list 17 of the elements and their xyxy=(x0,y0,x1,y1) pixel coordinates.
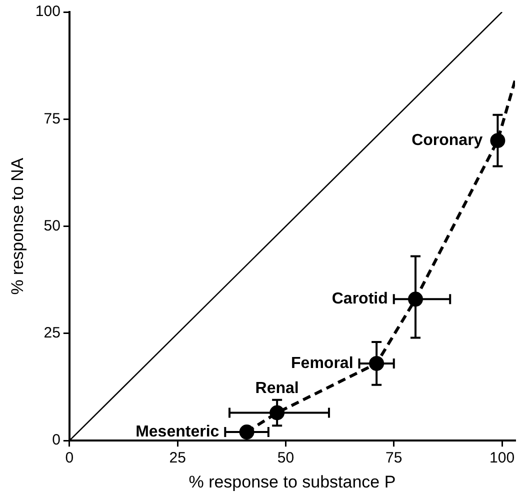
x-tick-label: 100 xyxy=(490,450,515,467)
annotation: Coronary xyxy=(412,132,483,149)
annotation: Mesenteric xyxy=(136,423,220,440)
x-tick-label: 25 xyxy=(169,450,186,467)
x-tick-label: 0 xyxy=(65,450,74,467)
y-tick-label: 50 xyxy=(44,217,60,234)
annotation: Femoral xyxy=(291,354,354,372)
y-tick-label: 100 xyxy=(35,3,60,20)
annotation: Carotid xyxy=(332,290,388,308)
annotation: Renal xyxy=(255,380,299,398)
y-tick-label: 75 xyxy=(44,110,60,128)
x-tick-label: 50 xyxy=(277,450,294,467)
x-axis-title: % response to substance P xyxy=(188,472,396,492)
y-tick-label: 25 xyxy=(44,324,60,342)
x-tick-label: 75 xyxy=(386,450,402,467)
y-axis-title: % response to NA xyxy=(8,157,27,295)
y-tick-label: 0 xyxy=(52,432,60,449)
